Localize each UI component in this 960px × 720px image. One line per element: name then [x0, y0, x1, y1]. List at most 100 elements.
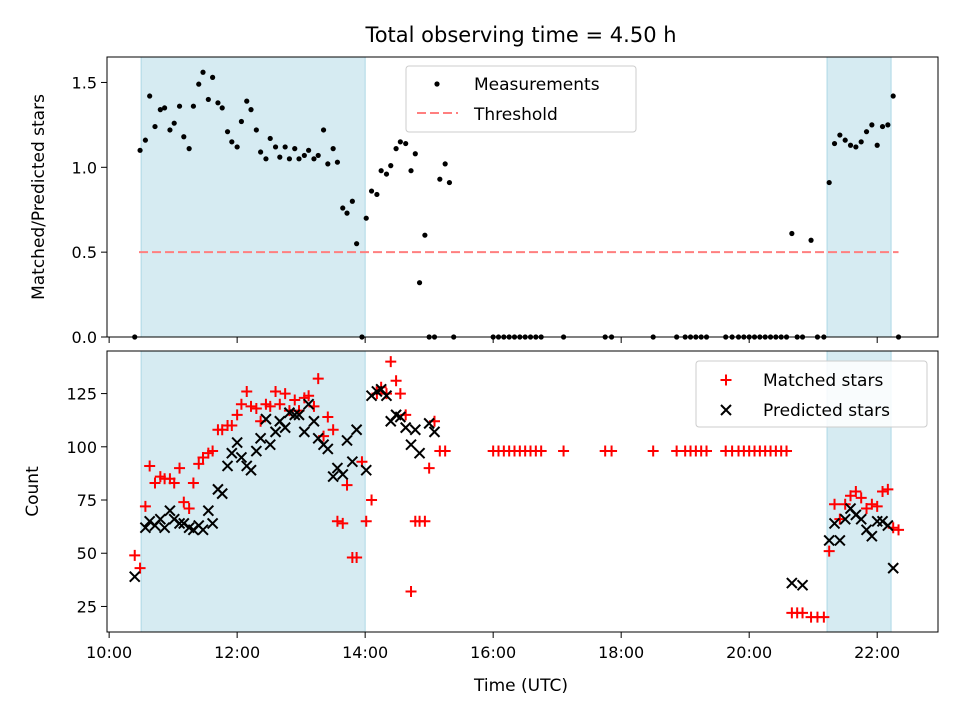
bottom-panel: 25 50 75 100 125 10:00 12:00 14:00 16:00 18:00 20…	[23, 350, 939, 696]
y-tick-label: 125	[66, 385, 97, 404]
x-tick-label: 22:00	[854, 643, 900, 662]
y-tick-label: 100	[66, 438, 97, 457]
predicted-star-point	[164, 504, 176, 517]
predicted-star-point	[399, 421, 412, 434]
measurement-point	[311, 156, 317, 162]
measurement-point	[879, 123, 886, 130]
matched-star-point	[174, 462, 186, 474]
legend-box	[695, 360, 928, 428]
matched-star-point	[245, 400, 257, 412]
matched-star-point	[279, 388, 291, 400]
measurement-point	[137, 147, 143, 153]
predicted-star-point	[322, 443, 334, 455]
predicted-star-point	[380, 389, 393, 402]
predicted-star-point	[394, 411, 407, 423]
matched-star-point	[405, 586, 417, 598]
measurement-point	[378, 168, 384, 174]
measurement-point	[171, 120, 177, 126]
matched-star-point	[322, 411, 334, 423]
measurement-point	[403, 140, 409, 147]
predicted-star-point	[173, 517, 186, 530]
matched-star-point	[149, 477, 161, 489]
measurement-point	[863, 129, 870, 135]
measurement-point	[286, 156, 293, 162]
predicted-star-point	[428, 426, 441, 438]
measurement-point	[422, 232, 428, 238]
x-tick-label: 16:00	[470, 643, 516, 662]
measurement-point	[842, 137, 848, 143]
predicted-star-point	[882, 519, 894, 532]
measurement-point	[292, 146, 298, 152]
measurement-point	[393, 146, 399, 152]
legend-matched-label: Matched stars	[763, 371, 883, 391]
matched-star-point	[134, 562, 146, 574]
top-x-axis-ticks	[108, 337, 878, 343]
predicted-star-point	[139, 521, 152, 534]
predicted-star-point	[250, 445, 263, 457]
matched-star-point	[168, 477, 180, 489]
predicted-star-point	[866, 530, 878, 542]
predicted-star-point	[202, 504, 215, 517]
measurement-point	[244, 98, 250, 104]
matched-star-point	[647, 445, 659, 457]
measurement-point	[826, 179, 832, 186]
top-shaded-intervals	[140, 56, 892, 338]
matched-star-point	[850, 486, 862, 497]
chart-title: Total observing time = 4.50 h	[364, 23, 676, 47]
measurement-point	[205, 96, 211, 103]
legend-predicted-label: Predicted stars	[763, 401, 890, 421]
matched-star-point	[250, 402, 262, 414]
measurement-point	[334, 159, 341, 165]
measurement-point	[162, 105, 168, 111]
x-tick-label: 18:00	[598, 643, 644, 662]
predicted-star-point	[786, 577, 798, 589]
measurement-point	[152, 123, 158, 130]
predicted-star-point	[158, 521, 171, 534]
matched-star-point	[193, 458, 205, 470]
matched-star-point	[274, 398, 286, 410]
matched-star-point	[893, 524, 905, 536]
predicted-star-point	[279, 421, 291, 434]
measurement-point	[831, 140, 838, 147]
measurement-point	[167, 127, 173, 133]
top-measurement-points	[132, 69, 902, 340]
shaded-interval	[140, 350, 366, 633]
measurement-point	[325, 161, 331, 167]
matched-star-point	[823, 545, 835, 557]
measurement-point	[200, 69, 206, 75]
predicted-star-point	[293, 409, 305, 421]
measurement-point	[368, 188, 375, 194]
predicted-star-point	[269, 426, 282, 438]
matched-star-point	[366, 494, 378, 506]
measurement-point	[408, 168, 414, 174]
matched-star-point	[394, 388, 406, 400]
predicted-star-point	[298, 426, 311, 438]
measurement-point	[874, 142, 880, 148]
predicted-star-point	[197, 524, 209, 536]
measurement-point	[397, 139, 403, 145]
measurement-point	[176, 103, 183, 109]
predicted-star-point	[254, 432, 267, 444]
shaded-interval	[826, 56, 892, 338]
predicted-star-point	[834, 534, 846, 547]
matched-star-point	[337, 517, 349, 529]
matched-star-point	[139, 500, 151, 512]
measurement-point	[320, 127, 327, 133]
matched-star-point	[178, 496, 190, 508]
y-tick-label: 25	[77, 597, 97, 616]
measurement-point	[853, 144, 859, 150]
top-y-axis: 0.0 0.5 1.0 1.5	[72, 73, 107, 347]
legend-matched-marker	[720, 374, 732, 386]
matched-star-point	[855, 492, 867, 504]
measurement-point	[210, 74, 216, 80]
predicted-star-point	[823, 534, 835, 547]
predicted-star-point	[796, 579, 809, 591]
matched-star-point	[439, 445, 451, 457]
measurement-point	[258, 149, 264, 155]
measurement-point	[282, 144, 288, 150]
predicted-star-point	[154, 513, 167, 525]
bottom-y-axis: 25 50 75 100 125	[66, 385, 107, 616]
measurement-point	[383, 171, 390, 177]
predicted-star-point	[308, 415, 320, 427]
